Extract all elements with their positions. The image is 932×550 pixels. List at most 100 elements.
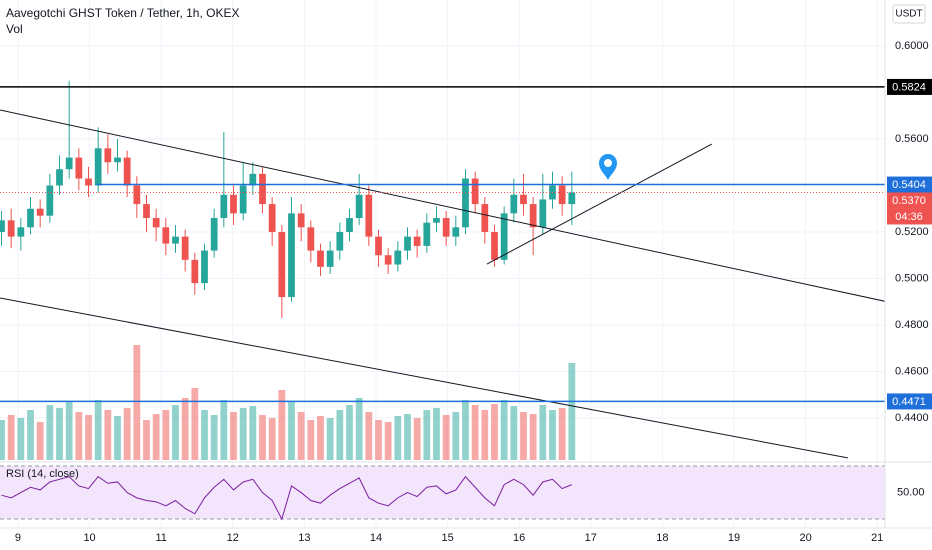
volume-bar [210,415,218,460]
volume-bar [259,415,266,460]
y-tick-label: 0.4600 [895,365,929,377]
candle-body [36,208,44,216]
volume-bar [65,402,73,460]
volume-bar [278,390,286,460]
candle-body [104,148,112,163]
x-tick-label: 12 [227,532,239,544]
volume-bar [442,415,450,460]
chart-title: Aavegotchi GHST Token / Tether, 1h, OKEX [6,6,239,20]
volume-bar [123,408,131,460]
candle [326,241,334,274]
candle [172,225,179,253]
candle-body [423,222,431,246]
candle [413,229,421,258]
candle-body [152,218,160,228]
candle-body [278,231,286,298]
candle [404,227,411,260]
candle [46,173,54,223]
candle-body [0,220,5,232]
volume-bar [133,345,141,460]
candle-body [433,218,440,223]
candle [558,176,566,216]
candle-body [46,185,54,216]
volume-bar [143,420,150,460]
candle [201,243,208,291]
price-line-label: 0.5404 [892,179,926,191]
marker-pin [599,154,617,180]
price-line-label: 0.5824 [892,81,926,93]
candle-body [85,178,92,186]
volume-bar [297,412,305,460]
trend-line [0,109,885,302]
volume-bar [220,400,228,460]
candle-body [529,204,537,228]
candle [355,173,363,226]
candle-body [297,213,305,228]
candle-body [249,173,257,186]
trend-lines [0,109,885,459]
rsi-band [0,466,885,520]
price-line-label-box [887,78,932,95]
candle-body [307,227,315,251]
candle-body [462,178,469,228]
volume-bar [500,400,508,460]
candle [471,171,479,214]
candle [462,169,469,235]
volume-bar [172,405,179,460]
candle-body [346,218,353,232]
x-tick-label: 16 [513,532,525,544]
trend-line [486,143,713,265]
candle [394,241,402,272]
candle-body [394,250,402,265]
volume-bar [152,414,160,460]
candle-body [65,157,73,170]
y-tick-label: 0.4400 [895,412,929,424]
candle-body [259,173,266,205]
candle-body [452,227,460,237]
volume-bar [539,405,547,460]
candle-body [162,227,170,244]
volume-bar [558,408,566,460]
candle [520,173,527,216]
volume-bar [201,410,208,460]
candle [442,211,450,246]
volume-bar [268,418,276,460]
volume-bar [17,418,25,460]
candle [191,252,199,295]
volume-bar [230,412,237,460]
candle [56,155,63,195]
candle-body [326,250,334,267]
volume-bar [346,405,353,460]
volume-bar [355,398,363,460]
candle [220,132,228,228]
rsi-tick-label: 50.00 [897,486,925,498]
candle-body [404,236,411,251]
candle-body [500,213,508,260]
volume-bar [181,398,189,460]
x-tick-label: 19 [728,532,740,544]
candle-body [27,208,34,228]
price-line-label-box [887,393,932,410]
candle [510,178,518,223]
x-tick-label: 17 [585,532,597,544]
volume-label: Vol [6,22,23,36]
y-tick-label: 0.5600 [895,133,929,145]
volume-bar [36,422,44,460]
x-tick-label: 15 [441,532,453,544]
volume-bar [549,410,556,460]
candle-body [442,218,450,237]
candle-body [94,148,102,186]
candle-body [143,204,150,219]
candle [346,208,353,242]
trend-line [0,297,848,459]
currency[interactable]: USDT [895,9,922,20]
volume-bar [384,422,392,460]
currency-button[interactable] [892,4,926,24]
candle-body [172,236,179,244]
candle-body [481,204,489,232]
candle [210,208,218,258]
rsi-line [1,475,573,521]
candle-body [7,220,15,237]
y-tick-label: 0.5000 [895,272,929,284]
